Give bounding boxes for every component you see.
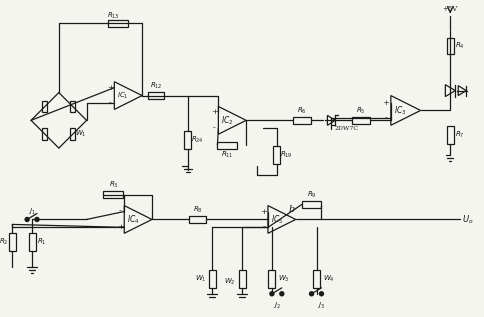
Text: +: + <box>107 84 114 92</box>
Text: -: - <box>384 114 387 122</box>
Circle shape <box>270 292 274 296</box>
Text: b: b <box>288 205 295 214</box>
Text: +: + <box>382 99 389 107</box>
Text: $R_7$: $R_7$ <box>455 130 465 140</box>
Text: -: - <box>119 208 121 216</box>
Text: $IC_2$: $IC_2$ <box>221 114 234 126</box>
Bar <box>293 117 311 124</box>
Bar <box>447 126 454 144</box>
Bar <box>447 38 454 54</box>
Text: $U_o$: $U_o$ <box>462 213 474 226</box>
Bar <box>189 216 207 223</box>
Text: $IC_3$: $IC_3$ <box>394 104 407 117</box>
Circle shape <box>25 217 29 222</box>
Text: $R_8$: $R_8$ <box>193 204 202 215</box>
Text: $R_{13}$: $R_{13}$ <box>107 11 120 21</box>
Bar <box>43 128 47 140</box>
Bar <box>313 270 320 288</box>
Text: $J_1$: $J_1$ <box>28 206 36 217</box>
Bar <box>70 128 75 140</box>
Bar <box>302 201 321 208</box>
Text: $W_2$: $W_2$ <box>225 277 236 287</box>
Circle shape <box>310 292 314 296</box>
Text: $R_{19}$: $R_{19}$ <box>280 150 293 160</box>
Bar <box>29 233 35 251</box>
Text: $R_2$: $R_2$ <box>0 237 8 247</box>
Text: $R_6$: $R_6$ <box>297 105 306 115</box>
Text: -: - <box>262 223 265 231</box>
Circle shape <box>35 217 39 222</box>
Text: $IC_1$: $IC_1$ <box>118 90 129 101</box>
Text: $J_3$: $J_3$ <box>318 301 325 311</box>
Bar <box>239 270 246 288</box>
Bar <box>104 191 123 198</box>
Text: $W_1$: $W_1$ <box>195 274 206 284</box>
Text: -: - <box>109 100 112 107</box>
Bar <box>108 20 128 27</box>
Text: +: + <box>117 223 124 231</box>
Bar <box>43 100 47 113</box>
Text: $R_1$: $R_1$ <box>37 237 47 247</box>
Circle shape <box>319 292 323 296</box>
Text: $R_{24}$: $R_{24}$ <box>191 135 204 145</box>
Bar <box>273 146 280 164</box>
Bar <box>269 270 275 288</box>
Text: $IC_4$: $IC_4$ <box>127 213 139 226</box>
Bar <box>209 270 216 288</box>
Text: $R_3$: $R_3$ <box>108 180 118 190</box>
Text: +: + <box>211 108 218 116</box>
Text: $IC_5$: $IC_5$ <box>271 213 283 226</box>
Text: $J_2$: $J_2$ <box>273 301 281 311</box>
Text: $R_4$: $R_4$ <box>455 41 465 51</box>
Text: 2DW7C: 2DW7C <box>334 126 358 131</box>
Bar <box>9 233 15 251</box>
Text: $R_5$: $R_5$ <box>356 105 366 115</box>
Bar <box>148 92 164 99</box>
Text: $W_4$: $W_4$ <box>322 274 334 284</box>
Text: $R_{11}$: $R_{11}$ <box>221 150 234 160</box>
Text: $R_{12}$: $R_{12}$ <box>150 81 162 91</box>
Text: +: + <box>260 208 268 216</box>
Text: $R_9$: $R_9$ <box>307 190 317 200</box>
Bar <box>70 100 75 113</box>
Text: $W_1$: $W_1$ <box>75 129 87 139</box>
Bar <box>184 131 191 149</box>
Text: -: - <box>213 124 216 132</box>
Bar <box>352 117 370 124</box>
Text: +5V: +5V <box>443 5 458 13</box>
Bar <box>217 142 237 149</box>
Text: $W_3$: $W_3$ <box>278 274 289 284</box>
Circle shape <box>280 292 284 296</box>
